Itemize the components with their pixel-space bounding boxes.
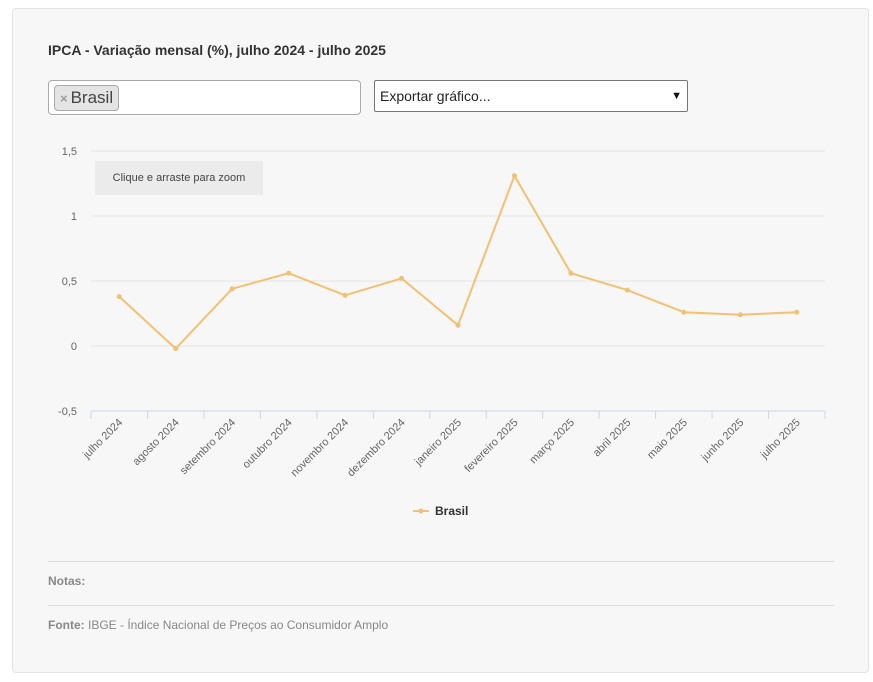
source-value: IBGE - Índice Nacional de Preços ao Cons… <box>88 618 389 632</box>
data-point <box>342 292 348 298</box>
export-select-value: Exportar gráfico... <box>380 88 491 104</box>
data-point <box>624 287 630 293</box>
y-tick-label: -0,5 <box>58 406 77 418</box>
data-point <box>455 322 461 328</box>
data-point <box>511 173 517 179</box>
x-tick-label: fevereiro 2025 <box>462 417 520 475</box>
data-point <box>229 286 235 292</box>
y-tick-label: 1 <box>71 211 77 223</box>
x-tick-label: outubro 2024 <box>240 417 294 471</box>
divider <box>48 561 834 562</box>
series-line-brasil <box>118 174 797 350</box>
data-point <box>568 270 574 276</box>
legend-label: Brasil <box>435 504 469 518</box>
tag-label: Brasil <box>70 88 114 107</box>
data-point <box>116 294 122 300</box>
legend-item-brasil[interactable]: Brasil <box>413 504 468 518</box>
source-text: Fonte: IBGE - Índice Nacional de Preços … <box>48 618 388 632</box>
source-label: Fonte: <box>48 618 85 632</box>
legend-symbol-icon <box>413 508 429 514</box>
notes-label: Notas: <box>48 574 86 588</box>
x-tick-label: janeiro 2025 <box>412 417 464 469</box>
x-tick-label: novembro 2024 <box>289 417 352 480</box>
data-point <box>286 270 292 276</box>
selected-tag-brasil: × Brasil <box>54 85 120 111</box>
divider <box>48 605 834 606</box>
region-select-input[interactable]: × Brasil <box>48 80 361 115</box>
line-chart[interactable]: -0,5 0 0,5 1 1,5 julho 2024 agosto 2024setembr… <box>13 9 868 569</box>
x-tick-label: agosto 2024 <box>131 417 182 468</box>
x-tick-label: abril 2025 <box>591 417 634 460</box>
chart-card: IPCA - Variação mensal (%), julho 2024 -… <box>12 8 869 673</box>
chart-title: IPCA - Variação mensal (%), julho 2024 -… <box>48 42 386 58</box>
data-point <box>173 346 179 352</box>
x-tick-label: setembro 2024 <box>178 417 238 477</box>
zoom-hint: Clique e arraste para zoom <box>95 161 263 195</box>
export-chart-select[interactable]: Exportar gráfico... ▼ <box>374 80 688 112</box>
y-tick-label: 0 <box>71 341 77 353</box>
x-tick-label: março 2025 <box>527 417 577 467</box>
data-point <box>794 309 800 315</box>
tag-remove-icon[interactable]: × <box>60 90 68 106</box>
y-tick-label: 0,5 <box>62 276 77 288</box>
x-tick-label: julho 2025 <box>758 417 803 462</box>
data-point <box>737 312 743 318</box>
x-tick-label: junho 2025 <box>699 417 747 465</box>
x-tick-label: julho 2024 <box>80 417 125 462</box>
chevron-down-icon: ▼ <box>671 90 682 102</box>
data-point <box>399 275 405 281</box>
x-tick-label: maio 2025 <box>645 417 690 462</box>
data-point <box>681 309 687 315</box>
x-tick-label: dezembro 2024 <box>345 417 408 480</box>
y-tick-label: 1,5 <box>62 146 77 158</box>
